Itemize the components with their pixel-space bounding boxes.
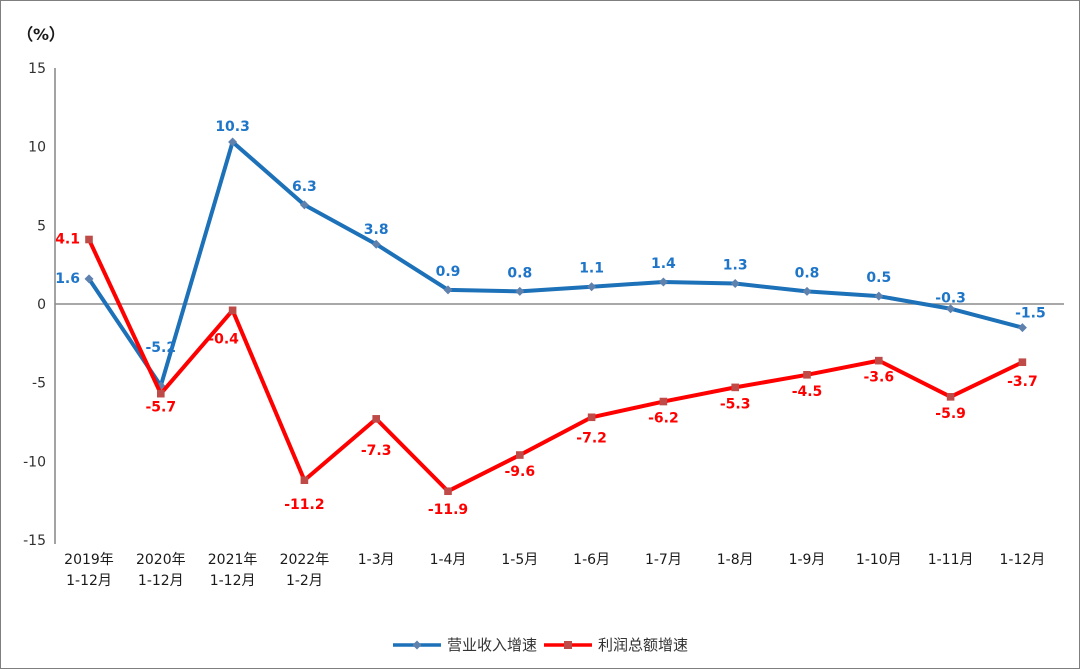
y-axis-unit-label: （%）	[17, 25, 66, 44]
data-point-label: 1.6	[55, 271, 80, 287]
x-axis-label: 1-4月	[430, 552, 467, 568]
x-axis-label: 2020年	[136, 552, 186, 568]
data-point-marker	[658, 277, 668, 287]
blue-line-marker-icon	[392, 640, 441, 649]
data-point-label: -3.6	[863, 370, 894, 386]
legend-item-revenue: 营业收入增速	[392, 634, 537, 655]
data-point-marker	[946, 393, 955, 401]
x-axis-label: 2022年	[280, 552, 330, 568]
x-axis-label: 1-8月	[717, 552, 754, 568]
data-point-marker	[659, 397, 668, 406]
data-point-marker	[444, 487, 452, 496]
data-point-label: 0.5	[866, 270, 891, 286]
data-point-label: 0.8	[507, 265, 532, 281]
data-point-marker	[802, 286, 812, 296]
data-point-marker	[515, 286, 525, 296]
data-point-marker	[300, 476, 309, 485]
x-axis-label: 1-2月	[286, 573, 323, 589]
data-point-label: -5.2	[145, 340, 176, 356]
data-point-marker	[228, 137, 238, 147]
data-point-label: 0.9	[436, 264, 461, 280]
data-point-label: 10.3	[215, 119, 250, 135]
x-axis-label: 1-5月	[501, 552, 538, 568]
data-point-label: -7.2	[576, 430, 607, 446]
revenue-growth-line	[87, 139, 1025, 388]
data-point-label: 0.8	[795, 265, 820, 281]
data-point-label: -5.7	[145, 400, 176, 416]
data-point-label: 4.1	[55, 231, 80, 247]
y-tick-label: 15	[28, 61, 46, 77]
y-tick-label: -10	[23, 454, 46, 470]
x-axis-label: 2021年	[208, 552, 258, 568]
x-axis-label: 1-12月	[66, 573, 112, 589]
data-point-label: -0.3	[935, 291, 966, 307]
data-point-marker	[516, 451, 524, 459]
legend-item-profit: 利润总额增速	[543, 634, 688, 655]
data-point-marker	[157, 389, 165, 398]
data-point-marker	[228, 306, 237, 315]
red-line-marker-icon	[544, 640, 592, 649]
data-point-label: -7.3	[361, 443, 392, 459]
y-tick-label: 10	[28, 140, 46, 156]
data-point-marker	[874, 291, 884, 301]
x-axis-label: 1-9月	[789, 552, 826, 568]
data-point-label: -9.6	[504, 464, 535, 480]
y-tick-label: 0	[37, 297, 46, 313]
data-point-label: -6.2	[648, 411, 679, 427]
data-point-marker	[1017, 323, 1027, 333]
x-axis-label: 1-3月	[358, 552, 395, 568]
y-tick-label: -5	[32, 376, 46, 392]
data-point-marker	[85, 235, 93, 244]
data-point-marker	[730, 279, 740, 289]
profit-growth-line	[87, 237, 1025, 494]
x-axis-label: 1-10月	[856, 552, 902, 568]
data-point-marker	[803, 370, 811, 379]
x-axis-label: 1-12月	[210, 573, 256, 589]
data-point-label: -3.7	[1007, 374, 1038, 390]
x-axis-label: 1-12月	[138, 573, 184, 589]
data-point-marker	[875, 356, 883, 365]
data-point-marker	[372, 415, 380, 423]
chart-legend: 营业收入增速 利润总额增速	[392, 634, 688, 655]
data-point-marker	[371, 239, 381, 249]
data-point-label: -11.2	[284, 497, 324, 513]
data-point-marker	[946, 304, 956, 314]
data-point-label: -4.5	[792, 384, 823, 400]
x-axis-label: 1-11月	[928, 552, 974, 568]
data-point-label: -5.3	[720, 396, 751, 412]
data-point-marker	[84, 274, 94, 284]
y-tick-label: -15	[23, 533, 46, 549]
data-point-label: 1.3	[723, 258, 748, 274]
data-point-label: 1.4	[651, 256, 676, 272]
data-point-marker	[731, 383, 739, 392]
data-point-marker	[443, 285, 453, 295]
data-point-marker	[587, 282, 597, 292]
data-point-label: -1.5	[1015, 306, 1046, 322]
legend-label-revenue: 营业收入增速	[446, 636, 537, 654]
data-point-label: -5.9	[935, 406, 966, 422]
data-point-marker	[299, 200, 309, 210]
x-axis-label: 2019年	[64, 552, 114, 568]
x-axis-label: 1-7月	[645, 552, 682, 568]
data-point-marker	[1018, 358, 1027, 367]
y-tick-label: 5	[37, 218, 46, 234]
data-point-label: 3.8	[364, 222, 389, 238]
x-axis-label: 1-12月	[1000, 552, 1046, 568]
legend-label-profit: 利润总额增速	[598, 636, 689, 654]
x-axis-label: 1-6月	[573, 552, 610, 568]
data-point-marker	[587, 413, 596, 422]
data-point-label: 1.1	[579, 261, 604, 277]
data-point-label: 6.3	[292, 179, 317, 195]
data-point-label: -11.9	[428, 502, 468, 518]
data-point-label: -0.4	[208, 331, 239, 347]
